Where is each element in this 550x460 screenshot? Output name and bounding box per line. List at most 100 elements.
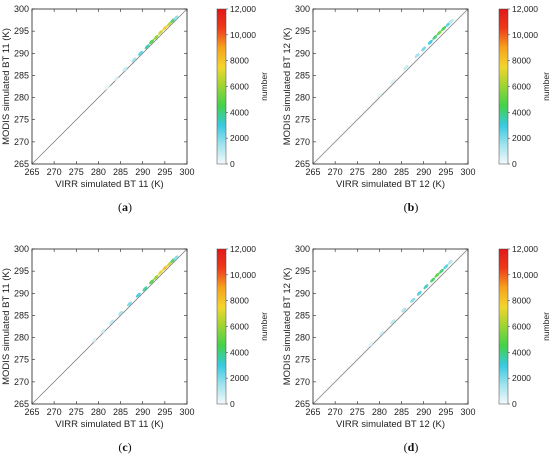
data-point bbox=[144, 44, 150, 50]
colorbar-tick-label: 6000 bbox=[512, 82, 531, 92]
data-point bbox=[436, 30, 442, 36]
colorbar-tick-label: 10,000 bbox=[512, 270, 538, 280]
x-tick-label: 300 bbox=[179, 407, 194, 417]
panel-b: 265 270 275 280 285 290 295 300 265 270 275 280 285 2… bbox=[282, 4, 550, 214]
data-point bbox=[126, 301, 132, 307]
x-tick-label: 275 bbox=[69, 407, 84, 417]
colorbar-tick-label: 4000 bbox=[230, 347, 249, 357]
data-point bbox=[138, 50, 143, 56]
y-tick-label: 285 bbox=[14, 70, 29, 80]
data-point bbox=[166, 261, 172, 267]
data-point bbox=[379, 330, 385, 336]
y-tick-label: 275 bbox=[295, 115, 310, 125]
x-tick-label: 295 bbox=[157, 167, 172, 177]
colorbar-tick-label: 0 bbox=[230, 399, 235, 409]
colorbar-tick-label: 0 bbox=[512, 159, 517, 169]
colorbar-label: number bbox=[541, 72, 550, 101]
x-tick-label: 265 bbox=[24, 407, 39, 417]
y-tick-label: 280 bbox=[295, 93, 310, 103]
y-tick-label: 280 bbox=[14, 333, 29, 343]
data-point bbox=[410, 297, 416, 303]
data-point bbox=[91, 337, 97, 343]
one-to-one-line bbox=[312, 248, 469, 405]
colorbar-tick-label: 2000 bbox=[512, 373, 531, 383]
y-tick-label: 270 bbox=[14, 137, 29, 147]
colorbar-tick-label: 8000 bbox=[512, 296, 531, 306]
colorbar bbox=[216, 8, 227, 165]
y-axis-label: MODIS simulated BT 12 (K) bbox=[282, 28, 293, 146]
colorbar-label: number bbox=[259, 312, 269, 341]
data-point bbox=[427, 39, 433, 45]
y-axis-label: MODIS simulated BT 11 (K) bbox=[1, 28, 12, 145]
x-tick-label: 270 bbox=[47, 167, 62, 177]
x-axis-label: VIRR simulated BT 11 (K) bbox=[55, 179, 163, 190]
colorbar-tick-label: 6000 bbox=[512, 322, 531, 332]
y-tick-label: 290 bbox=[14, 48, 29, 58]
data-point bbox=[153, 274, 159, 280]
colorbar bbox=[216, 248, 227, 405]
y-tick-label: 275 bbox=[14, 355, 29, 365]
x-tick-label: 290 bbox=[416, 167, 431, 177]
data-point bbox=[401, 307, 407, 313]
x-tick-label: 270 bbox=[328, 407, 343, 417]
y-tick-label: 270 bbox=[295, 137, 310, 147]
data-point bbox=[390, 79, 396, 85]
data-point bbox=[443, 264, 449, 270]
y-tick-label: 265 bbox=[14, 399, 29, 409]
x-tick-label: 285 bbox=[394, 167, 409, 177]
colorbar-tick-label: 0 bbox=[512, 399, 517, 409]
x-tick-label: 285 bbox=[113, 167, 128, 177]
colorbar-tick-label: 6000 bbox=[230, 322, 249, 332]
data-point bbox=[135, 292, 141, 298]
colorbar-tick-label: 4000 bbox=[512, 107, 531, 117]
data-point bbox=[153, 34, 159, 40]
y-tick-label: 280 bbox=[14, 93, 29, 103]
y-tick-label: 295 bbox=[295, 26, 310, 36]
y-axis-label: MODIS simulated BT 11 (K) bbox=[1, 268, 12, 385]
x-tick-label: 290 bbox=[416, 407, 431, 417]
x-tick-label: 300 bbox=[460, 167, 475, 177]
colorbar-tick-label: 2000 bbox=[230, 373, 249, 383]
data-point bbox=[157, 270, 163, 275]
colorbar-tick-label: 10,000 bbox=[512, 30, 538, 40]
y-tick-label: 280 bbox=[295, 333, 310, 343]
colorbar-label: number bbox=[541, 312, 550, 341]
data-point bbox=[113, 76, 119, 81]
x-tick-label: 280 bbox=[91, 407, 106, 417]
data-point bbox=[430, 277, 436, 283]
colorbar-tick-label: 4000 bbox=[512, 347, 531, 357]
one-to-one-line bbox=[31, 248, 188, 405]
x-tick-label: 275 bbox=[350, 407, 365, 417]
y-tick-label: 270 bbox=[14, 377, 29, 387]
x-tick-label: 270 bbox=[47, 407, 62, 417]
colorbar bbox=[498, 248, 509, 405]
colorbar-tick-label: 12,000 bbox=[512, 4, 538, 14]
colorbar-tick-label: 10,000 bbox=[230, 30, 256, 40]
data-point bbox=[447, 259, 453, 265]
data-point bbox=[104, 84, 110, 90]
x-tick-label: 300 bbox=[179, 167, 194, 177]
data-point bbox=[390, 319, 396, 325]
y-tick-label: 300 bbox=[14, 244, 29, 254]
data-point bbox=[173, 255, 179, 261]
data-point bbox=[434, 272, 440, 278]
x-tick-label: 295 bbox=[157, 407, 172, 417]
x-tick-label: 280 bbox=[372, 407, 387, 417]
data-point bbox=[122, 66, 128, 72]
x-tick-label: 265 bbox=[24, 167, 39, 177]
panel-d: 265 270 275 280 285 290 295 300 265 270 275 280 285 2… bbox=[282, 244, 550, 454]
colorbar-tick-label: 4000 bbox=[230, 107, 249, 117]
data-point bbox=[376, 92, 382, 98]
x-tick-label: 275 bbox=[350, 167, 365, 177]
data-point bbox=[414, 53, 420, 58]
colorbar-tick-label: 8000 bbox=[512, 56, 531, 66]
y-tick-label: 265 bbox=[295, 159, 310, 169]
colorbar-tick-label: 10,000 bbox=[230, 270, 256, 280]
y-tick-label: 285 bbox=[14, 310, 29, 320]
data-point bbox=[149, 279, 155, 285]
data-point bbox=[416, 290, 422, 296]
data-point bbox=[403, 64, 409, 70]
y-tick-label: 285 bbox=[295, 70, 310, 80]
y-tick-label: 290 bbox=[14, 288, 29, 298]
